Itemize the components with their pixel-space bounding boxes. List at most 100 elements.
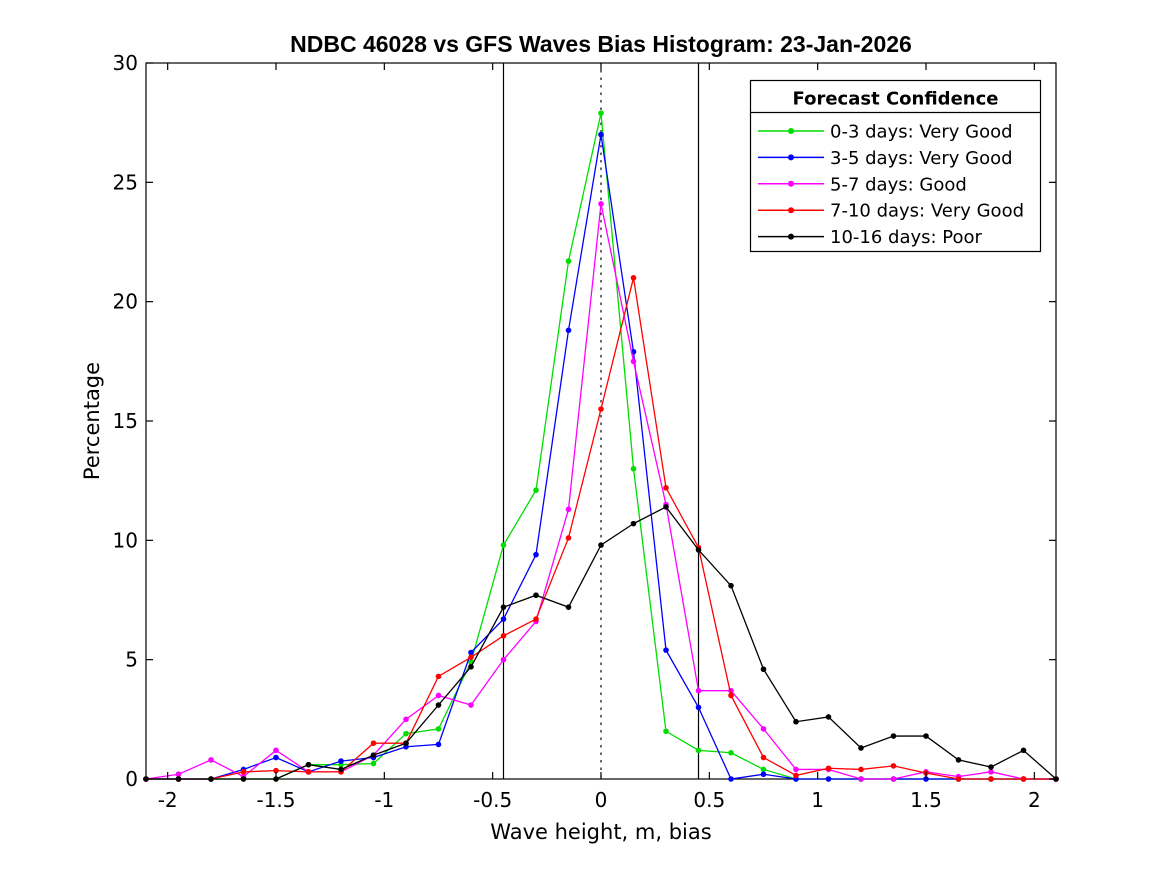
legend-item-label: 7-10 days: Very Good bbox=[830, 201, 1024, 222]
legend-item-label: 3-5 days: Very Good bbox=[830, 148, 1013, 169]
series-marker bbox=[793, 718, 799, 725]
x-tick-label: -1 bbox=[374, 788, 394, 812]
legend-item: 5-7 days: Good bbox=[758, 174, 967, 195]
series-marker bbox=[630, 275, 637, 281]
x-tick-label: 1 bbox=[811, 788, 824, 812]
series-marker bbox=[500, 656, 507, 663]
series-marker bbox=[793, 772, 799, 779]
legend-sample-marker bbox=[788, 207, 794, 214]
series-marker bbox=[208, 776, 214, 782]
x-tick-label: -2 bbox=[158, 788, 178, 812]
series-marker bbox=[500, 616, 507, 622]
series-marker bbox=[663, 485, 669, 491]
series-marker bbox=[338, 758, 344, 764]
series-marker bbox=[565, 535, 572, 541]
series-marker bbox=[695, 704, 702, 711]
series-marker bbox=[208, 757, 214, 763]
series-marker bbox=[435, 673, 442, 680]
x-tick-label: 0 bbox=[595, 788, 608, 812]
x-tick-label: 0.5 bbox=[693, 788, 725, 812]
series-marker bbox=[858, 745, 864, 751]
series-marker bbox=[728, 582, 734, 589]
series-marker bbox=[695, 747, 702, 754]
x-tick-label: -1.5 bbox=[256, 788, 295, 812]
y-tick-label: 10 bbox=[113, 528, 138, 552]
series-marker bbox=[988, 764, 994, 770]
legend-item-label: 0-3 days: Very Good bbox=[830, 122, 1013, 143]
series-marker bbox=[468, 654, 474, 661]
legend-title: Forecast Confidence bbox=[793, 89, 999, 110]
series-marker bbox=[468, 664, 474, 670]
series-marker bbox=[598, 131, 604, 138]
chart-title: NDBC 46028 vs GFS Waves Bias Histogram: … bbox=[290, 31, 912, 57]
legend-item: 3-5 days: Very Good bbox=[758, 148, 1013, 169]
series-marker bbox=[630, 358, 637, 365]
y-axis-label: Percentage bbox=[80, 362, 104, 480]
y-tick-label: 5 bbox=[125, 648, 138, 672]
series-marker bbox=[858, 776, 864, 782]
y-tick-label: 25 bbox=[113, 170, 138, 194]
series-marker bbox=[435, 726, 442, 732]
series-marker bbox=[598, 110, 604, 116]
series-marker bbox=[273, 754, 279, 761]
series-marker bbox=[240, 769, 247, 775]
series-marker bbox=[240, 776, 247, 782]
series-marker bbox=[825, 714, 832, 720]
series-marker bbox=[760, 726, 767, 732]
series-marker bbox=[370, 760, 377, 767]
series-marker bbox=[468, 649, 474, 656]
legend-sample-marker bbox=[788, 128, 794, 134]
series-marker bbox=[630, 465, 637, 472]
x-tick-label: 1.5 bbox=[910, 788, 942, 812]
series-marker bbox=[695, 687, 702, 694]
series-marker bbox=[500, 542, 507, 548]
series-marker bbox=[598, 406, 604, 412]
series-marker bbox=[370, 752, 377, 758]
series-marker bbox=[728, 692, 734, 699]
y-tick-label: 0 bbox=[125, 767, 138, 791]
series-marker bbox=[955, 776, 962, 782]
series-marker bbox=[890, 733, 897, 739]
series-marker bbox=[500, 604, 507, 610]
series-marker bbox=[955, 757, 962, 763]
series-marker bbox=[728, 749, 734, 756]
series-marker bbox=[598, 542, 604, 548]
legend-item-label: 10-16 days: Poor bbox=[830, 227, 983, 248]
series-marker bbox=[565, 327, 572, 334]
legend-box bbox=[749, 79, 1042, 253]
y-tick-label: 20 bbox=[113, 290, 138, 314]
series-marker bbox=[663, 728, 669, 735]
series-marker bbox=[468, 702, 474, 708]
legend: Forecast Confidence 0-3 days: Very Good 3-… bbox=[749, 79, 1042, 253]
series-marker bbox=[273, 747, 279, 754]
series-marker bbox=[403, 716, 409, 723]
series-marker bbox=[565, 506, 572, 513]
series-marker bbox=[890, 763, 897, 769]
series-marker bbox=[403, 730, 409, 737]
series-marker bbox=[988, 769, 994, 775]
series-marker bbox=[403, 740, 409, 746]
series-marker bbox=[695, 547, 702, 553]
legend-item: 0-3 days: Very Good bbox=[758, 122, 1013, 143]
series-marker bbox=[533, 616, 539, 622]
series-marker bbox=[435, 702, 442, 708]
series-marker bbox=[533, 592, 539, 599]
series-marker bbox=[858, 766, 864, 773]
series-marker bbox=[338, 766, 344, 773]
series-marker bbox=[760, 666, 767, 673]
x-axis-label: Wave height, m, bias bbox=[490, 820, 711, 844]
series-marker bbox=[305, 761, 312, 768]
series-marker bbox=[598, 201, 604, 207]
series-marker bbox=[500, 633, 507, 639]
series-marker bbox=[663, 504, 669, 510]
series-marker bbox=[565, 258, 572, 264]
series-marker bbox=[630, 520, 637, 527]
series-marker bbox=[890, 776, 897, 782]
series-marker bbox=[1020, 747, 1027, 754]
series-marker bbox=[923, 733, 929, 739]
series-marker bbox=[793, 766, 799, 773]
series-marker bbox=[370, 740, 377, 746]
x-tick-label: -0.5 bbox=[473, 788, 512, 812]
